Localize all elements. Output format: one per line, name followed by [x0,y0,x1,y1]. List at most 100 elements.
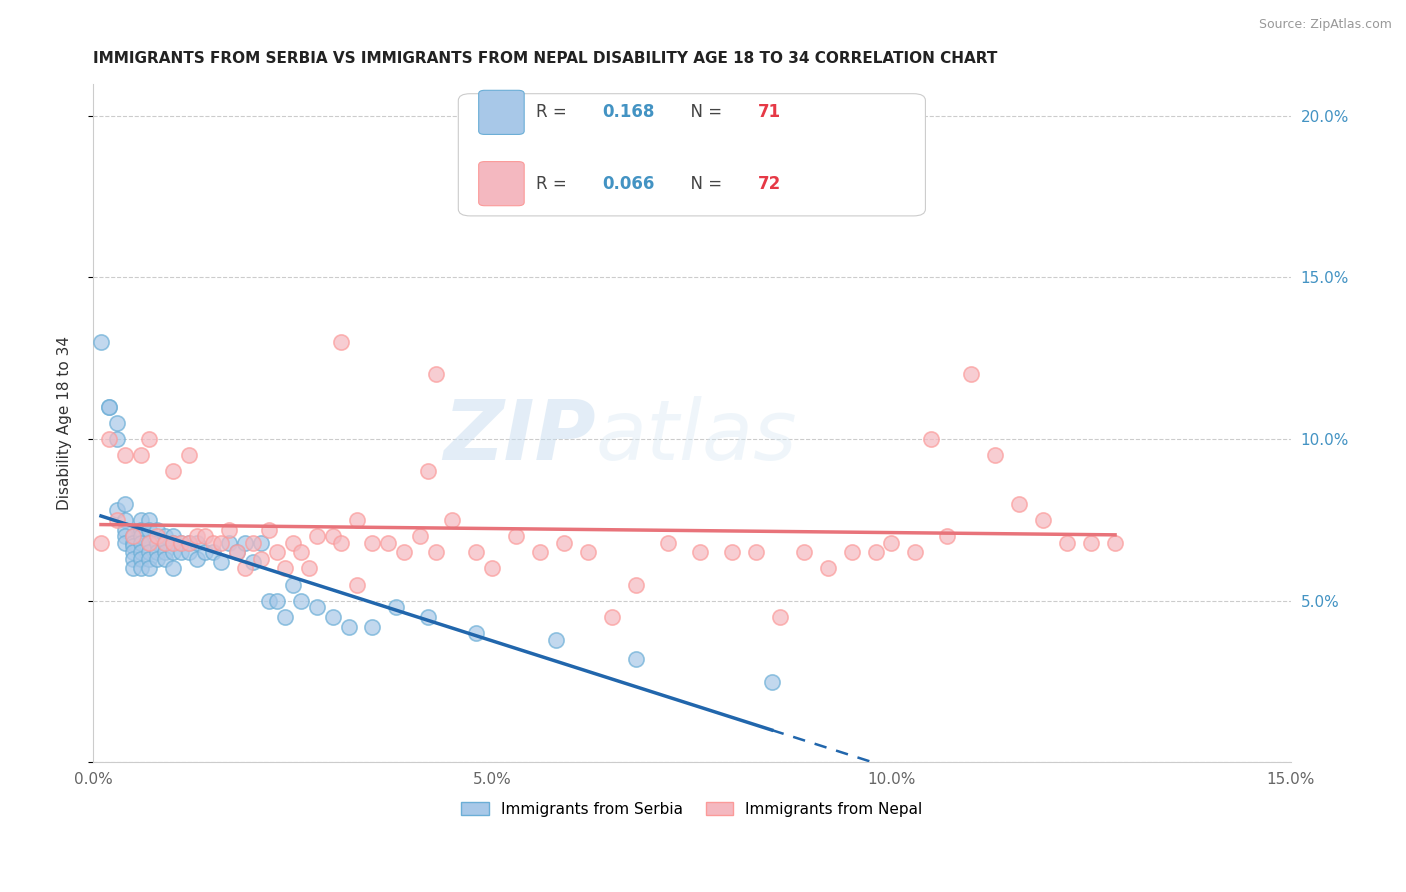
Point [162,561,184,575]
Point [114,535,136,549]
Point [257,523,280,537]
Point [865,545,887,559]
Point [465,545,488,559]
Point [290,545,312,559]
Point [377,535,399,549]
Point [841,545,863,559]
Text: atlas: atlas [596,396,797,477]
Point [984,448,1007,462]
Point [129,448,152,462]
Point [346,577,368,591]
Point [146,523,169,537]
Point [624,577,647,591]
Point [920,432,942,446]
Point [346,513,368,527]
Point [153,535,176,549]
Point [177,535,200,549]
Point [465,626,488,640]
Text: R =: R = [536,103,572,121]
Point [425,545,447,559]
Point [329,335,352,350]
Point [153,545,176,559]
Point [793,545,815,559]
Point [657,535,679,549]
Point [177,535,200,549]
Point [138,535,160,549]
Point [90,535,112,549]
FancyBboxPatch shape [458,94,925,216]
Point [233,561,256,575]
Point [209,535,232,549]
Point [689,545,711,559]
Point [138,561,160,575]
Point [177,545,200,559]
Point [1104,535,1126,549]
Point [553,535,575,549]
Point [481,561,503,575]
Point [153,529,176,543]
Point [361,535,384,549]
Point [273,561,295,575]
Point [153,551,176,566]
Point [114,448,136,462]
Point [105,513,128,527]
Point [1008,497,1031,511]
Point [122,551,145,566]
Point [745,545,768,559]
Point [129,523,152,537]
Point [138,513,160,527]
Point [281,535,304,549]
Point [904,545,927,559]
Point [177,448,200,462]
Point [138,535,160,549]
Point [600,610,623,624]
Point [936,529,959,543]
Point [201,545,224,559]
Point [201,535,224,549]
Point [186,551,208,566]
Point [194,545,217,559]
Point [546,632,568,647]
Point [162,535,184,549]
Point [273,610,295,624]
Point [129,545,152,559]
Point [170,535,193,549]
Point [361,620,384,634]
Point [105,432,128,446]
Point [146,551,169,566]
Point [153,535,176,549]
Point [242,555,264,569]
Point [90,335,112,350]
Text: 72: 72 [758,175,780,193]
Point [129,561,152,575]
Point [162,529,184,543]
Point [1056,535,1078,549]
Point [257,594,280,608]
FancyBboxPatch shape [478,90,524,135]
FancyBboxPatch shape [478,161,524,206]
Point [122,545,145,559]
Point [114,513,136,527]
Point [129,535,152,549]
Text: 71: 71 [758,103,780,121]
Point [529,545,551,559]
Point [138,545,160,559]
Point [425,368,447,382]
Point [186,529,208,543]
Point [122,529,145,543]
Point [960,368,983,382]
Point [138,523,160,537]
Point [146,545,169,559]
Point [122,535,145,549]
Point [218,523,240,537]
Point [170,545,193,559]
Point [1080,535,1102,549]
Point [114,497,136,511]
Point [242,535,264,549]
Point [409,529,432,543]
Text: N =: N = [681,103,727,121]
Point [385,600,408,615]
Text: 0.066: 0.066 [602,175,654,193]
Point [880,535,903,549]
Point [769,610,792,624]
